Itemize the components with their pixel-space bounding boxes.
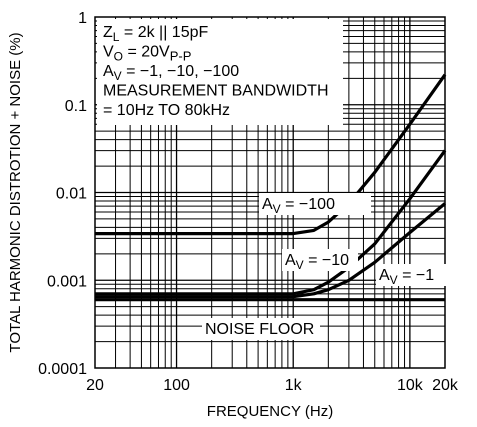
curve-label-bg xyxy=(259,193,371,215)
x-tick-label: 20k xyxy=(432,377,459,394)
curve-label: AV = −1 xyxy=(379,267,434,287)
conditions-line: MEASUREMENT BANDWIDTH xyxy=(103,83,329,100)
y-axis-title: TOTAL HARMONIC DISTROTION + NOISE (%) xyxy=(7,32,24,352)
curve-label-bg xyxy=(202,318,320,340)
conditions-line: = 10Hz TO 80kHz xyxy=(103,102,230,119)
y-tick-label: 0.0001 xyxy=(38,361,87,378)
series-line-2 xyxy=(95,149,447,296)
conditions-line: ZL = 2k || 15pF xyxy=(103,24,209,44)
conditions-line: AV = −1, −10, −100 xyxy=(103,63,239,83)
y-tick-label: 0.1 xyxy=(65,98,87,115)
x-tick-label: 10k xyxy=(397,377,424,394)
x-axis-title: FREQUENCY (Hz) xyxy=(207,403,333,420)
series-layer xyxy=(95,73,447,302)
conditions-box xyxy=(97,19,343,125)
conditions-line: VO = 20VP-P xyxy=(103,44,191,64)
plot-frame xyxy=(94,16,446,369)
y-tick-label: 0.01 xyxy=(56,186,87,203)
x-tick-label: 20 xyxy=(86,377,104,394)
curve-label: AV = −100 xyxy=(262,196,335,216)
curve-label: NOISE FLOOR xyxy=(205,321,314,338)
y-tick-label: 1 xyxy=(78,10,87,27)
curve-label-bg xyxy=(282,249,358,271)
x-tick-label: 1k xyxy=(285,377,303,394)
x-tick-label: 100 xyxy=(163,377,190,394)
tick-label-layer: 20 100 1k 10k 20k 1 0.1 0.01 0.001 0.0001 xyxy=(38,10,459,394)
frame-layer xyxy=(94,16,446,369)
y-tick-label: 0.001 xyxy=(47,273,87,290)
curve-label-bg xyxy=(376,264,448,286)
series-line-1 xyxy=(95,73,447,236)
curve-label: AV = −10 xyxy=(285,252,349,272)
series-line-3 xyxy=(95,202,447,299)
